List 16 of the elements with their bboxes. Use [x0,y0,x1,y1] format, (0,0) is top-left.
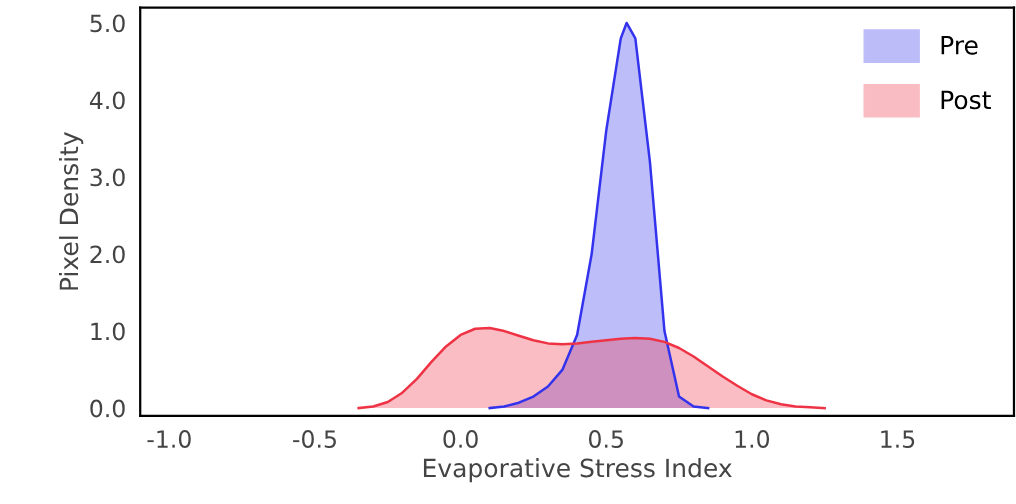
x-tick-label: 1.0 [735,430,770,448]
y-tick-label: 4.0 [89,91,125,110]
x-tick-label: 0.0 [443,430,478,448]
x-tick-label: 1.5 [881,430,915,448]
legend-label: Pre [941,36,978,55]
legend-label: Post [941,90,991,110]
x-axis-title: Evaporative Stress Index [423,458,732,483]
y-tick-label: 2.0 [90,245,125,264]
x-tick-label: -0.5 [293,430,336,448]
y-axis-title: Pixel Density [59,132,84,290]
y-tick-label: 0.0 [90,399,125,418]
y-tick-label: 1.0 [91,322,125,341]
x-tick-label: -1.0 [147,430,191,448]
y-tick-label: 5.0 [90,14,125,33]
x-tick-label: 0.5 [589,430,623,448]
y-tick-label: 3.0 [90,168,125,187]
